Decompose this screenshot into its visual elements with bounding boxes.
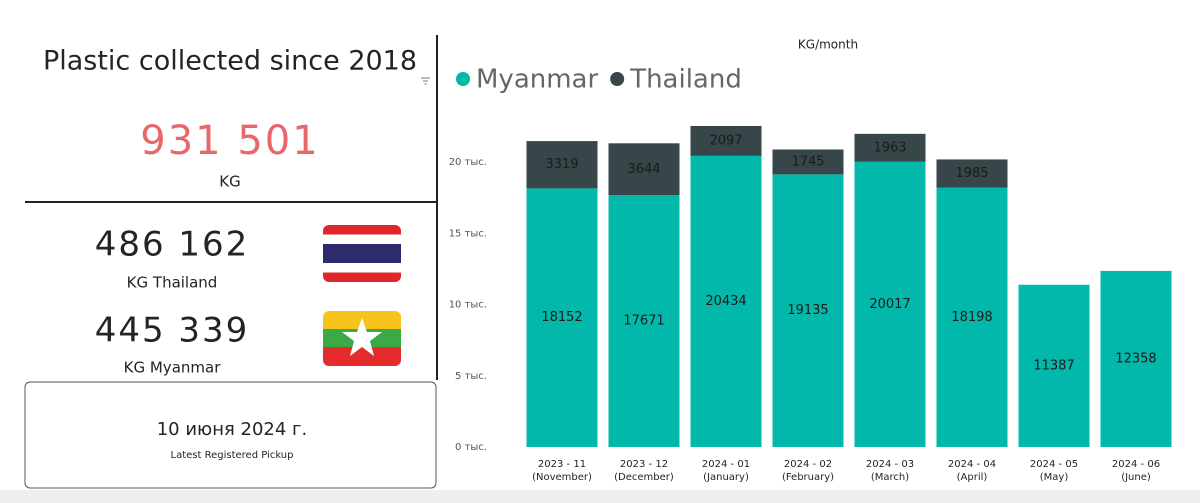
data-label: 19135 [787,303,828,318]
data-label: 18152 [541,310,582,325]
bar-segment [608,143,680,196]
x-tick-label: 2024 - 04 (April) [948,459,996,483]
x-tick-label: 2023 - 11 (November) [532,459,592,483]
x-tick-line: 2023 - 12 [620,459,668,470]
y-tick-label: 15 тыс. [449,228,487,239]
bar-segment [854,161,926,447]
x-tick-label: 2024 - 06 (June) [1112,459,1160,483]
chart-title: KG/month [798,38,858,52]
x-tick-line: (February) [782,472,834,483]
data-label: 1985 [955,166,988,181]
data-label: 17671 [623,314,664,329]
x-tick-line: (April) [957,472,988,483]
x-tick-label: 2024 - 05 (May) [1030,459,1078,483]
x-tick-label: 2024 - 03 (March) [866,459,914,483]
pickup-card [24,381,437,489]
y-tick-label: 0 тыс. [455,442,487,453]
legend-swatch [610,72,625,86]
bar-segment [526,141,598,189]
x-tick-line: (May) [1040,472,1069,483]
x-tick-line: (March) [871,472,909,483]
bar-segment [772,174,844,447]
filter-icon[interactable] [421,77,430,85]
total-value: 931 501 [140,118,319,164]
data-label: 3319 [545,157,578,172]
x-tick-line: 2024 - 03 [866,459,914,470]
x-tick-line: 2024 - 02 [784,459,832,470]
bar-segment [936,187,1008,448]
data-label: 1745 [791,154,824,169]
data-label: 12358 [1115,351,1156,366]
y-tick-label: 10 тыс. [449,300,487,311]
data-label: 1963 [873,140,906,155]
data-label: 11387 [1033,358,1074,373]
x-tick-line: 2023 - 11 [538,459,586,470]
data-label: 18198 [951,310,992,325]
x-tick-label: 2024 - 01 (January) [702,459,750,483]
y-tick-label: 20 тыс. [449,157,487,168]
x-tick-line: 2024 - 04 [948,459,996,470]
bar-segment [526,188,598,448]
summary-title: Plastic collected since 2018 [43,46,417,77]
bar-segment [854,133,926,162]
x-tick-label: 2024 - 02 (February) [782,459,834,483]
thailand-label: KG Thailand [127,274,218,292]
myanmar-total: 445 339 [95,311,250,351]
myanmar-flag [323,311,401,366]
legend-swatch [456,72,470,86]
thailand-total: 486 162 [95,225,250,265]
bar-segment [690,125,762,156]
bar-segment [1100,270,1172,447]
myanmar-label: KG Myanmar [124,359,222,377]
bar-segment [772,149,844,175]
x-tick-line: 2024 - 01 [702,459,750,470]
legend-label: Myanmar [476,65,598,95]
x-tick-line: (June) [1121,472,1151,483]
pickup-date: 10 июня 2024 г. [157,419,308,440]
data-label: 2097 [709,133,742,148]
x-tick-line: 2024 - 05 [1030,459,1078,470]
bar-segment [936,159,1008,188]
bar-segment [1018,284,1090,447]
x-tick-line: 2024 - 06 [1112,459,1160,470]
pickup-label: Latest Registered Pickup [171,450,294,461]
x-tick-line: (December) [614,472,674,483]
x-tick-label: 2023 - 12 (December) [614,459,674,483]
y-tick-label: 5 тыс. [455,371,487,382]
x-tick-line: (November) [532,472,592,483]
data-label: 3644 [627,162,660,177]
legend-label: Thailand [629,65,742,95]
bar-segment [690,155,762,447]
thailand-flag [323,225,401,282]
data-label: 20017 [869,297,910,312]
total-unit: KG [219,173,240,191]
bottom-bar [0,490,1200,503]
data-label: 20434 [705,294,746,309]
bar-segment [608,195,680,447]
x-tick-line: (January) [703,472,749,483]
